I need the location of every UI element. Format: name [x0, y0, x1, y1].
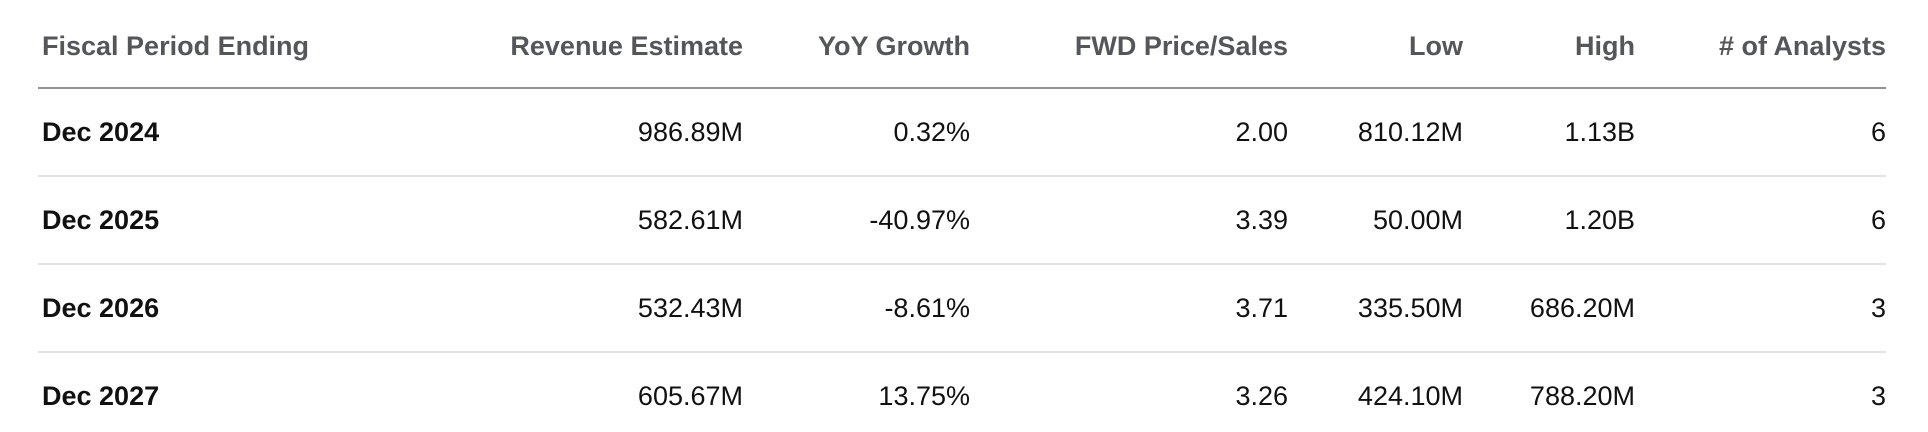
cell-high: 1.13B [1463, 88, 1635, 177]
col-header-revenue-estimate: Revenue Estimate [338, 0, 743, 89]
estimates-table: Fiscal Period Ending Revenue Estimate Yo… [38, 0, 1886, 432]
col-header-yoy-growth: YoY Growth [743, 0, 970, 89]
cell-fwd-price-sales: 3.26 [970, 352, 1288, 432]
cell-fiscal-period: Dec 2027 [38, 352, 338, 432]
cell-fwd-price-sales: 2.00 [970, 88, 1288, 177]
cell-num-analysts: 3 [1635, 264, 1886, 353]
cell-fwd-price-sales: 3.71 [970, 264, 1288, 353]
cell-fiscal-period: Dec 2026 [38, 264, 338, 353]
cell-yoy-growth: -40.97% [743, 176, 970, 265]
cell-num-analysts: 6 [1635, 176, 1886, 265]
table-row: Dec 2027 605.67M 13.75% 3.26 424.10M 788… [38, 352, 1886, 432]
cell-revenue-estimate: 582.61M [338, 176, 743, 265]
table-header-row: Fiscal Period Ending Revenue Estimate Yo… [38, 0, 1886, 89]
table-row: Dec 2025 582.61M -40.97% 3.39 50.00M 1.2… [38, 176, 1886, 265]
cell-fiscal-period: Dec 2025 [38, 176, 338, 265]
cell-low: 50.00M [1288, 176, 1463, 265]
col-header-num-analysts: # of Analysts [1635, 0, 1886, 89]
table-row: Dec 2024 986.89M 0.32% 2.00 810.12M 1.13… [38, 88, 1886, 177]
cell-num-analysts: 3 [1635, 352, 1886, 432]
cell-fiscal-period: Dec 2024 [38, 88, 338, 177]
cell-yoy-growth: 13.75% [743, 352, 970, 432]
cell-low: 335.50M [1288, 264, 1463, 353]
col-header-high: High [1463, 0, 1635, 89]
cell-high: 686.20M [1463, 264, 1635, 353]
col-header-fwd-price-sales: FWD Price/Sales [970, 0, 1288, 89]
cell-fwd-price-sales: 3.39 [970, 176, 1288, 265]
cell-low: 424.10M [1288, 352, 1463, 432]
cell-revenue-estimate: 605.67M [338, 352, 743, 432]
cell-high: 788.20M [1463, 352, 1635, 432]
cell-yoy-growth: -8.61% [743, 264, 970, 353]
cell-revenue-estimate: 532.43M [338, 264, 743, 353]
cell-high: 1.20B [1463, 176, 1635, 265]
cell-revenue-estimate: 986.89M [338, 88, 743, 177]
cell-yoy-growth: 0.32% [743, 88, 970, 177]
table-row: Dec 2026 532.43M -8.61% 3.71 335.50M 686… [38, 264, 1886, 353]
cell-low: 810.12M [1288, 88, 1463, 177]
cell-num-analysts: 6 [1635, 88, 1886, 177]
col-header-fiscal-period-ending: Fiscal Period Ending [38, 0, 338, 89]
col-header-low: Low [1288, 0, 1463, 89]
